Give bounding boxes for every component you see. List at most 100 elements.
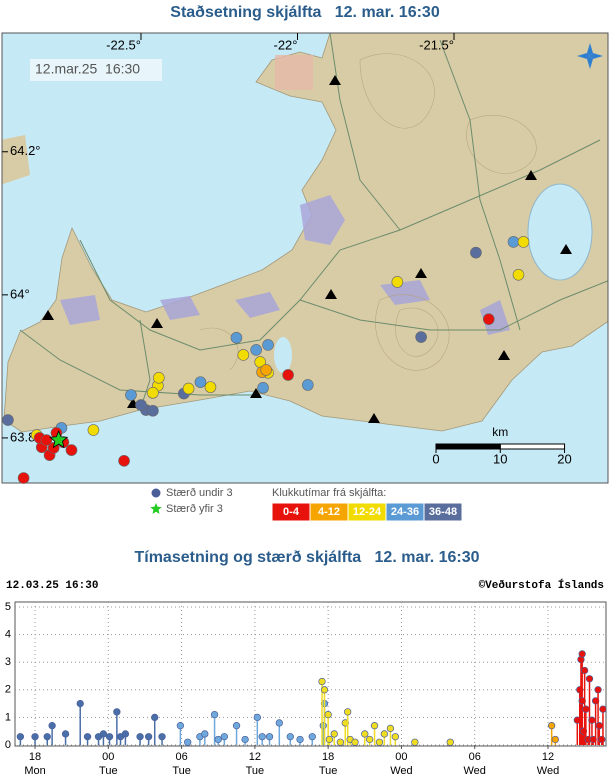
stem-point bbox=[594, 686, 602, 694]
stem-point bbox=[265, 733, 274, 741]
map-layer: -22.5° -22° -21.5°64.2°64°63.8° km0 10 20Stær… bbox=[2, 33, 572, 522]
x-tick-label: 18 bbox=[29, 751, 41, 763]
lat-tick-label: 64° bbox=[10, 286, 30, 301]
y-tick-label: 1 bbox=[5, 711, 11, 723]
stem-point bbox=[275, 719, 283, 727]
map-timestamp: 12.mar.25 16:30 bbox=[35, 61, 140, 77]
stem-point bbox=[320, 686, 329, 694]
large-quake bbox=[49, 430, 69, 449]
x-tick-label: 00 bbox=[395, 751, 407, 763]
chart-subtitle: 12.03.25 16:30 bbox=[6, 580, 98, 592]
quake bbox=[17, 472, 30, 484]
age-label: 12-24 bbox=[353, 506, 382, 518]
stem-point bbox=[113, 708, 121, 716]
stem-point bbox=[61, 730, 70, 738]
stem-point bbox=[201, 730, 209, 738]
stem-point bbox=[585, 675, 594, 683]
stem-point bbox=[16, 733, 25, 741]
stem-point bbox=[589, 735, 597, 744]
stem-point bbox=[241, 735, 249, 744]
age-label: 24-36 bbox=[391, 506, 419, 518]
quake bbox=[118, 455, 130, 467]
quake bbox=[507, 236, 520, 248]
stem-point bbox=[582, 705, 590, 713]
legend-large-label: Stærð yfir 3 bbox=[166, 503, 223, 515]
stem-point bbox=[318, 677, 326, 686]
y-tick-label: 4 bbox=[5, 629, 11, 641]
stem-point bbox=[286, 733, 294, 741]
scale-segment bbox=[435, 443, 501, 450]
quake bbox=[282, 369, 294, 381]
quake bbox=[147, 404, 159, 417]
stem-point bbox=[325, 735, 334, 744]
lon-tick-label: -22° bbox=[273, 37, 297, 52]
stem-point bbox=[411, 738, 419, 746]
quake bbox=[2, 414, 14, 426]
quake bbox=[302, 379, 314, 391]
stem-point bbox=[580, 666, 589, 675]
quake bbox=[517, 236, 530, 248]
stem-point bbox=[121, 730, 130, 738]
quake bbox=[182, 382, 195, 395]
x-day-label: Tue bbox=[319, 765, 338, 777]
y-tick-label: 3 bbox=[5, 656, 11, 668]
stem-point bbox=[578, 650, 586, 658]
x-tick-label: 12 bbox=[542, 751, 554, 763]
quake bbox=[260, 364, 272, 376]
stem-point bbox=[43, 733, 51, 741]
stem-point bbox=[258, 733, 266, 741]
stem-point bbox=[48, 722, 56, 730]
stem-point bbox=[220, 733, 228, 741]
quake bbox=[250, 344, 262, 356]
chart-credit: ©Veðurstofa Íslands bbox=[479, 578, 604, 592]
stem-point bbox=[380, 730, 388, 738]
stem-point bbox=[144, 733, 153, 741]
timestamp-box bbox=[30, 59, 162, 81]
scale-tick-label: 20 bbox=[557, 451, 571, 466]
stem-point bbox=[296, 735, 304, 744]
stem-point bbox=[588, 716, 596, 724]
compass bbox=[577, 43, 603, 69]
stem-point bbox=[330, 730, 338, 738]
y-tick-label: 0 bbox=[5, 739, 11, 751]
quake bbox=[230, 331, 243, 344]
stem-point bbox=[551, 735, 559, 744]
quake bbox=[135, 399, 147, 411]
stem-point bbox=[151, 713, 159, 722]
stem-point bbox=[31, 733, 39, 741]
scale-unit: km bbox=[492, 425, 508, 439]
age-title: Klukkutímar frá skjálfta: bbox=[272, 487, 386, 499]
x-day-label: Tue bbox=[246, 765, 265, 777]
lon-tick-label: -22.5° bbox=[106, 37, 141, 52]
stem-point bbox=[136, 733, 144, 741]
stem-point bbox=[595, 722, 603, 730]
stem-point bbox=[253, 713, 261, 722]
stem-point bbox=[210, 710, 219, 719]
quake bbox=[391, 276, 404, 288]
lat-tick-label: 64.2° bbox=[10, 143, 41, 158]
quake bbox=[512, 269, 525, 281]
quake bbox=[147, 387, 159, 399]
map-frame bbox=[1, 32, 609, 484]
age-swatch bbox=[423, 502, 463, 522]
stem-point bbox=[308, 733, 316, 741]
stem-point bbox=[548, 722, 556, 730]
stem-point bbox=[76, 699, 84, 708]
quake bbox=[65, 444, 78, 456]
x-tick-label: 06 bbox=[175, 751, 187, 763]
stem-point bbox=[361, 730, 369, 738]
stem-point bbox=[341, 719, 349, 727]
stem-point bbox=[158, 733, 166, 741]
stem-point bbox=[336, 738, 345, 746]
x-day-label: Wed bbox=[463, 765, 485, 777]
lon-tick-label: -21.5° bbox=[419, 37, 454, 52]
stem-point bbox=[344, 708, 352, 716]
quake bbox=[237, 349, 250, 361]
stem-point bbox=[184, 738, 192, 746]
quake bbox=[257, 382, 269, 394]
legend-small-label: Stærð undir 3 bbox=[166, 487, 233, 499]
stem-point bbox=[351, 738, 359, 746]
x-day-label: Wed bbox=[537, 765, 559, 777]
stem-point bbox=[375, 738, 384, 746]
